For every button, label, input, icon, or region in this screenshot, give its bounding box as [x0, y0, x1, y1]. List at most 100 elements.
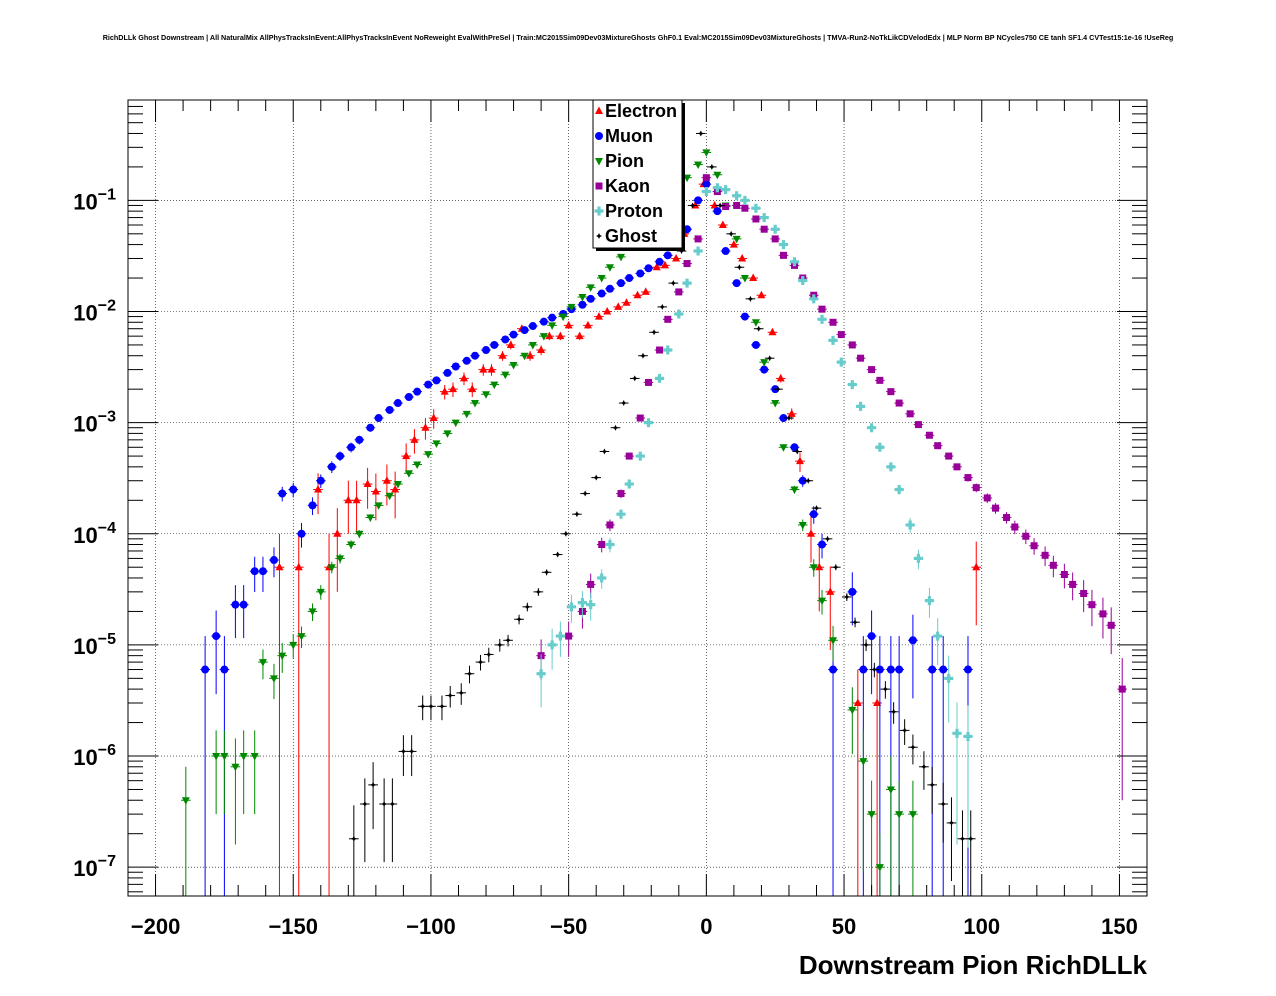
muon-point [289, 485, 298, 494]
ghost-point [689, 202, 696, 209]
pion-point [327, 564, 336, 572]
muon-point [586, 294, 595, 303]
ghost-point [959, 835, 966, 842]
muon-point [528, 322, 537, 331]
pion-point [809, 564, 818, 572]
proton-point [536, 669, 546, 679]
x-axis-title: Downstream Pion RichDLLk [799, 950, 1148, 980]
electron-point [314, 485, 323, 493]
ghost-legend-marker [596, 233, 602, 239]
pion-point [258, 659, 267, 667]
y-tick-label: 10−6 [73, 742, 116, 770]
kaon-point [914, 421, 922, 429]
y-tick-label: 10−4 [73, 520, 116, 548]
muon-point [655, 257, 664, 266]
kaon-point [702, 174, 710, 182]
muon-point [809, 510, 818, 519]
muon-point [201, 665, 210, 674]
muon-point [895, 665, 904, 674]
ghost-point [774, 386, 781, 393]
kaon-point [1060, 570, 1068, 578]
pion-point [424, 451, 433, 459]
ghost-series [349, 130, 976, 896]
pion-point [308, 608, 317, 616]
ghost-point [929, 781, 936, 788]
ghost-point [438, 703, 445, 710]
ghost-point [601, 448, 608, 455]
ghost-point [813, 505, 820, 512]
proton-point [721, 185, 731, 195]
electron-point [795, 456, 804, 465]
kaon-point [683, 260, 691, 268]
muon-point [694, 196, 703, 205]
x-tick-label: −50 [550, 914, 587, 939]
kaon-point [868, 366, 876, 374]
kaon-point [895, 399, 903, 407]
pion-point [539, 333, 548, 341]
proton-point [913, 553, 923, 563]
electron-point [498, 351, 507, 359]
ghost-point [766, 355, 773, 362]
electron-point [468, 384, 477, 393]
proton-legend-marker [594, 206, 604, 216]
x-tick-label: −200 [131, 914, 181, 939]
pion-point [848, 706, 857, 715]
muon-point [451, 362, 460, 371]
muon-point [258, 567, 267, 576]
electron-point [363, 479, 372, 488]
electron-point [556, 331, 565, 340]
electron-point [614, 302, 623, 310]
pion-point [231, 763, 240, 772]
proton-series [536, 183, 973, 848]
proton-point [789, 257, 799, 267]
ghost-point [389, 801, 396, 808]
pion-point [269, 675, 278, 683]
proton-point [693, 246, 703, 256]
ghost-point [447, 692, 454, 699]
pion-point [451, 419, 460, 428]
kaon-point [1022, 532, 1030, 540]
ghost-point [697, 130, 704, 137]
muon-point [713, 207, 722, 216]
ghost-point [631, 375, 638, 382]
electron-point [575, 331, 584, 340]
ghost-point [562, 530, 569, 537]
electron-point [506, 340, 515, 348]
pion-point [578, 294, 587, 302]
ghost-point [728, 230, 735, 237]
muon-point [366, 423, 375, 432]
kaon-point [829, 318, 837, 326]
pion-point [895, 811, 904, 819]
muon-point [413, 387, 422, 396]
pion-point [683, 174, 692, 183]
pion-point [798, 521, 807, 530]
ghost-point [909, 744, 916, 751]
proton-legend-label: Proton [605, 201, 663, 221]
pion-point [501, 371, 510, 380]
muon-point [683, 225, 692, 234]
pion-point [597, 275, 606, 283]
muon-point [867, 632, 876, 641]
muon-point [308, 501, 317, 510]
proton-point [586, 600, 596, 610]
electron-point [564, 320, 573, 329]
legend-box [592, 99, 683, 249]
y-tick-label: 10−3 [73, 409, 116, 437]
muon-point [471, 351, 480, 360]
muon-point [327, 462, 336, 471]
ghost-point [651, 329, 658, 336]
proton-point [952, 728, 962, 738]
pion-point [336, 555, 345, 563]
pion-point [443, 430, 452, 438]
pion-point [289, 641, 298, 650]
ghost-point [901, 727, 908, 734]
ghost-point [582, 490, 589, 497]
kaon-point [818, 305, 826, 313]
muon-point [597, 289, 606, 298]
muon-point [432, 376, 441, 385]
ghost-point [381, 801, 388, 808]
proton-point [828, 335, 838, 345]
kaon-point [694, 235, 702, 243]
ghost-point [408, 748, 415, 755]
muon-point [269, 556, 278, 565]
